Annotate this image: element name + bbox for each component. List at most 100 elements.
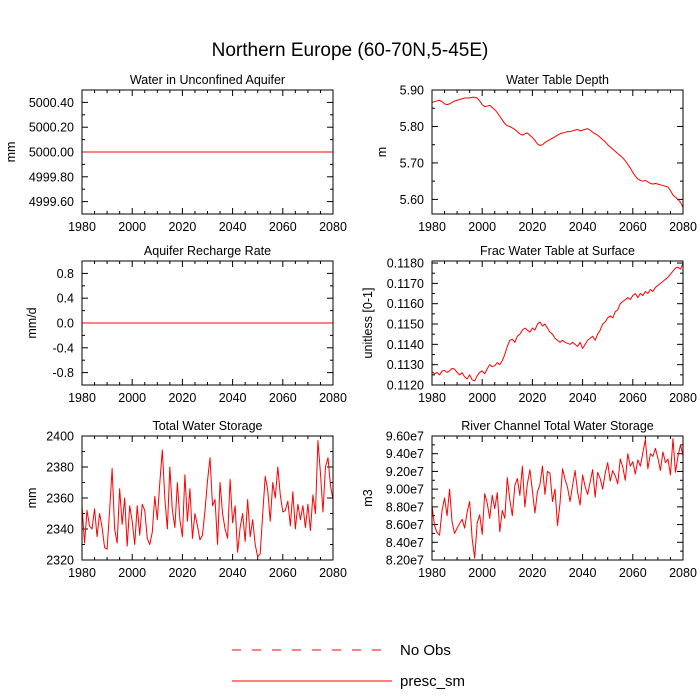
y-tick-label: 4999.80 — [29, 170, 74, 184]
y-tick-label: 0.4 — [57, 292, 74, 306]
x-tick-label: 1980 — [68, 391, 96, 405]
x-tick-label: 2040 — [219, 220, 247, 234]
panel-3: Aquifer Recharge Rate 1980 2000 2020 2040 206… — [25, 244, 347, 405]
x-tick-label: 2020 — [518, 566, 546, 580]
panel-5: Total Water Storage 1980 2000 2020 2040 2060 2… — [25, 419, 347, 580]
x-tick-label: 2040 — [569, 391, 597, 405]
x-tick-label: 1980 — [68, 566, 96, 580]
y-tick-label: 2360 — [46, 492, 74, 506]
y-tick-label: 2380 — [46, 461, 74, 475]
x-tick-label: 2060 — [269, 391, 297, 405]
panel-title: Frac Water Table at Surface — [480, 244, 635, 258]
x-tick-label: 2000 — [118, 566, 146, 580]
y-tick-label: 8.40e7 — [386, 536, 424, 550]
y-tick-label: 0.1130 — [387, 358, 424, 372]
y-tick-label: 9.00e7 — [386, 483, 424, 497]
series-line-presc_sm — [431, 438, 684, 559]
panel-1: Water in Unconfined Aquifer 1980 2000 2020 2… — [4, 73, 347, 234]
y-tick-label: 0.8 — [57, 267, 74, 281]
x-tick-label: 1980 — [68, 220, 96, 234]
x-tick-label: 2020 — [168, 220, 196, 234]
plot-frame — [431, 260, 684, 386]
figure-title: Northern Europe (60-70N,5-45E) — [212, 40, 489, 61]
panel-2: Water Table Depth 1980 2000 2020 2040 2060 208… — [375, 73, 697, 234]
x-tick-label: 2040 — [219, 566, 247, 580]
y-tick-label: 9.60e7 — [386, 430, 424, 444]
y-axis-label: mm — [25, 488, 39, 509]
panel-4: Frac Water Table at Surface 1980 2000 2020 2… — [361, 244, 697, 405]
x-tick-label: 2020 — [518, 391, 546, 405]
panel-6: River Channel Total Water Storage 1980 200… — [361, 419, 697, 580]
y-tick-label: 8.80e7 — [386, 500, 424, 514]
x-tick-label: 2000 — [118, 220, 146, 234]
legend-label-presc-sm: presc_sm — [400, 673, 465, 690]
x-tick-label: 2000 — [468, 220, 496, 234]
plot-frame — [81, 89, 334, 215]
panel-title: River Channel Total Water Storage — [461, 419, 654, 433]
y-tick-label: -0.8 — [52, 366, 74, 380]
x-tick-label: 1980 — [418, 391, 446, 405]
y-tick-label: 0.1120 — [387, 379, 424, 393]
x-tick-label: 2060 — [269, 220, 297, 234]
y-tick-label: 2340 — [46, 523, 74, 537]
y-axis-label: mm — [4, 142, 18, 163]
y-axis-label: unitless [0-1] — [361, 288, 375, 359]
x-tick-label: 2000 — [468, 566, 496, 580]
y-tick-label: 0.1180 — [387, 257, 424, 271]
y-axis-label: m — [375, 147, 389, 157]
y-tick-label: 0.1160 — [387, 297, 424, 311]
x-tick-label: 2060 — [619, 220, 647, 234]
y-tick-label: 5.80 — [400, 120, 424, 134]
x-tick-label: 1980 — [418, 220, 446, 234]
legend: No Obs presc_sm — [232, 642, 465, 690]
y-axis-label: mm/d — [25, 307, 39, 338]
y-tick-label: 5000.00 — [29, 146, 74, 160]
x-tick-label: 2080 — [319, 566, 347, 580]
y-tick-label: 5.70 — [400, 156, 424, 170]
y-tick-label: 5000.20 — [29, 121, 74, 135]
panel-title: Water in Unconfined Aquifer — [130, 73, 285, 87]
series-line-presc_sm — [81, 440, 334, 558]
panels: Water in Unconfined Aquifer 1980 2000 2020 2… — [4, 73, 697, 580]
y-tick-label: 5.60 — [400, 193, 424, 207]
y-tick-label: 2320 — [46, 554, 74, 568]
y-tick-label: 4999.60 — [29, 195, 74, 209]
x-tick-label: 2060 — [619, 566, 647, 580]
plot-frame — [431, 89, 684, 215]
x-tick-label: 2000 — [118, 391, 146, 405]
x-tick-label: 2020 — [168, 391, 196, 405]
y-tick-label: 5000.40 — [29, 96, 74, 110]
panel-title: Total Water Storage — [152, 419, 262, 433]
x-tick-label: 2060 — [619, 391, 647, 405]
y-tick-label: 2400 — [46, 430, 74, 444]
x-tick-label: 2080 — [669, 566, 697, 580]
x-tick-label: 1980 — [418, 566, 446, 580]
y-tick-label: 0.1150 — [387, 318, 424, 332]
x-tick-label: 2060 — [269, 566, 297, 580]
plot-frame — [81, 435, 334, 561]
panel-title: Aquifer Recharge Rate — [144, 244, 271, 258]
x-tick-label: 2040 — [219, 391, 247, 405]
legend-label-no-obs: No Obs — [400, 642, 451, 659]
panel-title: Water Table Depth — [506, 73, 609, 87]
y-tick-label: 0.1170 — [387, 277, 424, 291]
series-line-presc_sm — [431, 262, 684, 382]
y-tick-label: 5.90 — [400, 84, 424, 98]
y-tick-label: 8.20e7 — [386, 554, 424, 568]
y-tick-label: 8.60e7 — [386, 518, 424, 532]
x-tick-label: 2000 — [468, 391, 496, 405]
y-tick-label: 9.40e7 — [386, 447, 424, 461]
plot-frame — [81, 260, 334, 386]
x-tick-label: 2080 — [669, 391, 697, 405]
x-tick-label: 2040 — [569, 220, 597, 234]
series-line-presc_sm — [431, 96, 684, 208]
x-tick-label: 2020 — [518, 220, 546, 234]
plot-frame — [431, 435, 684, 561]
y-tick-label: 9.20e7 — [386, 465, 424, 479]
y-tick-label: 0.0 — [57, 317, 74, 331]
y-tick-label: -0.4 — [52, 341, 74, 355]
y-axis-label: m3 — [361, 489, 375, 506]
x-tick-label: 2080 — [669, 220, 697, 234]
x-tick-label: 2040 — [569, 566, 597, 580]
